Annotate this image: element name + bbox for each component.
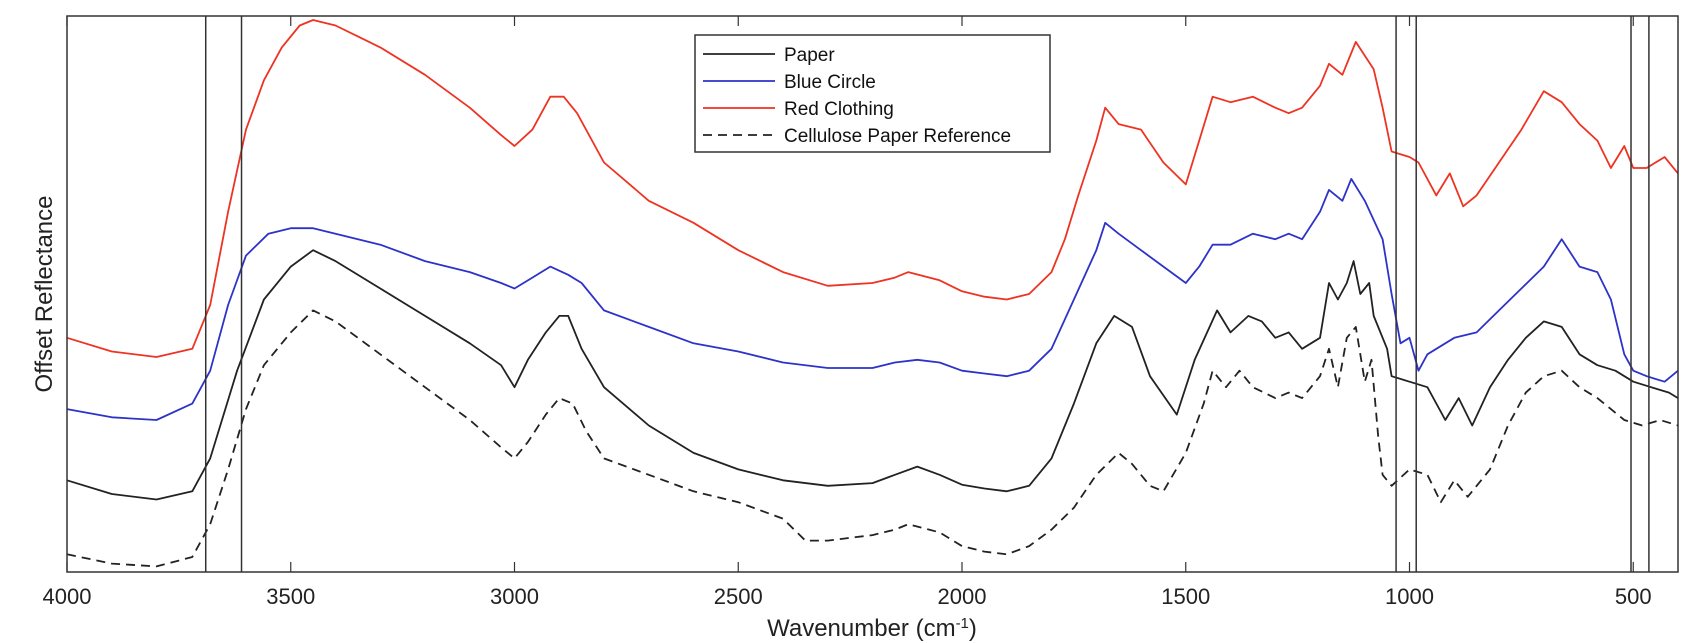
x-axis-title-superscript: -1 xyxy=(956,615,969,632)
x-tick-label: 500 xyxy=(1615,584,1652,609)
series-line-paper xyxy=(66,249,1679,501)
x-tick-label: 4000 xyxy=(43,584,92,609)
y-axis-title: Offset Reflectance xyxy=(31,196,58,393)
x-axis-title: Wavenumber (cm-1) xyxy=(767,615,977,643)
legend: Paper Blue Circle Red Clothing Cellulose Pa… xyxy=(694,34,1051,153)
plot-area-border xyxy=(66,15,1679,573)
series-line-red-clothing xyxy=(66,19,1679,358)
x-tick-label: 1000 xyxy=(1385,584,1434,609)
x-axis-title-end: ) xyxy=(969,615,977,642)
x-tick-label: 3500 xyxy=(266,584,315,609)
x-axis-ticks: 4000 3500 3000 2500 2000 1500 1000 500 xyxy=(43,16,1652,609)
series-lines xyxy=(66,19,1679,568)
legend-label-blue-circle: Blue Circle xyxy=(784,72,876,93)
legend-label-red-clothing: Red Clothing xyxy=(784,99,894,120)
series-line-blue-circle xyxy=(66,178,1679,421)
x-tick-label: 3000 xyxy=(490,584,539,609)
x-tick-label: 1500 xyxy=(1161,584,1210,609)
reference-lines xyxy=(204,16,1650,572)
legend-label-cellulose-paper-reference: Cellulose Paper Reference xyxy=(784,126,1011,147)
legend-label-paper: Paper xyxy=(784,45,835,66)
x-tick-label: 2500 xyxy=(714,584,763,609)
x-axis-title-main: Wavenumber (cm xyxy=(767,615,955,642)
x-tick-label: 2000 xyxy=(938,584,987,609)
